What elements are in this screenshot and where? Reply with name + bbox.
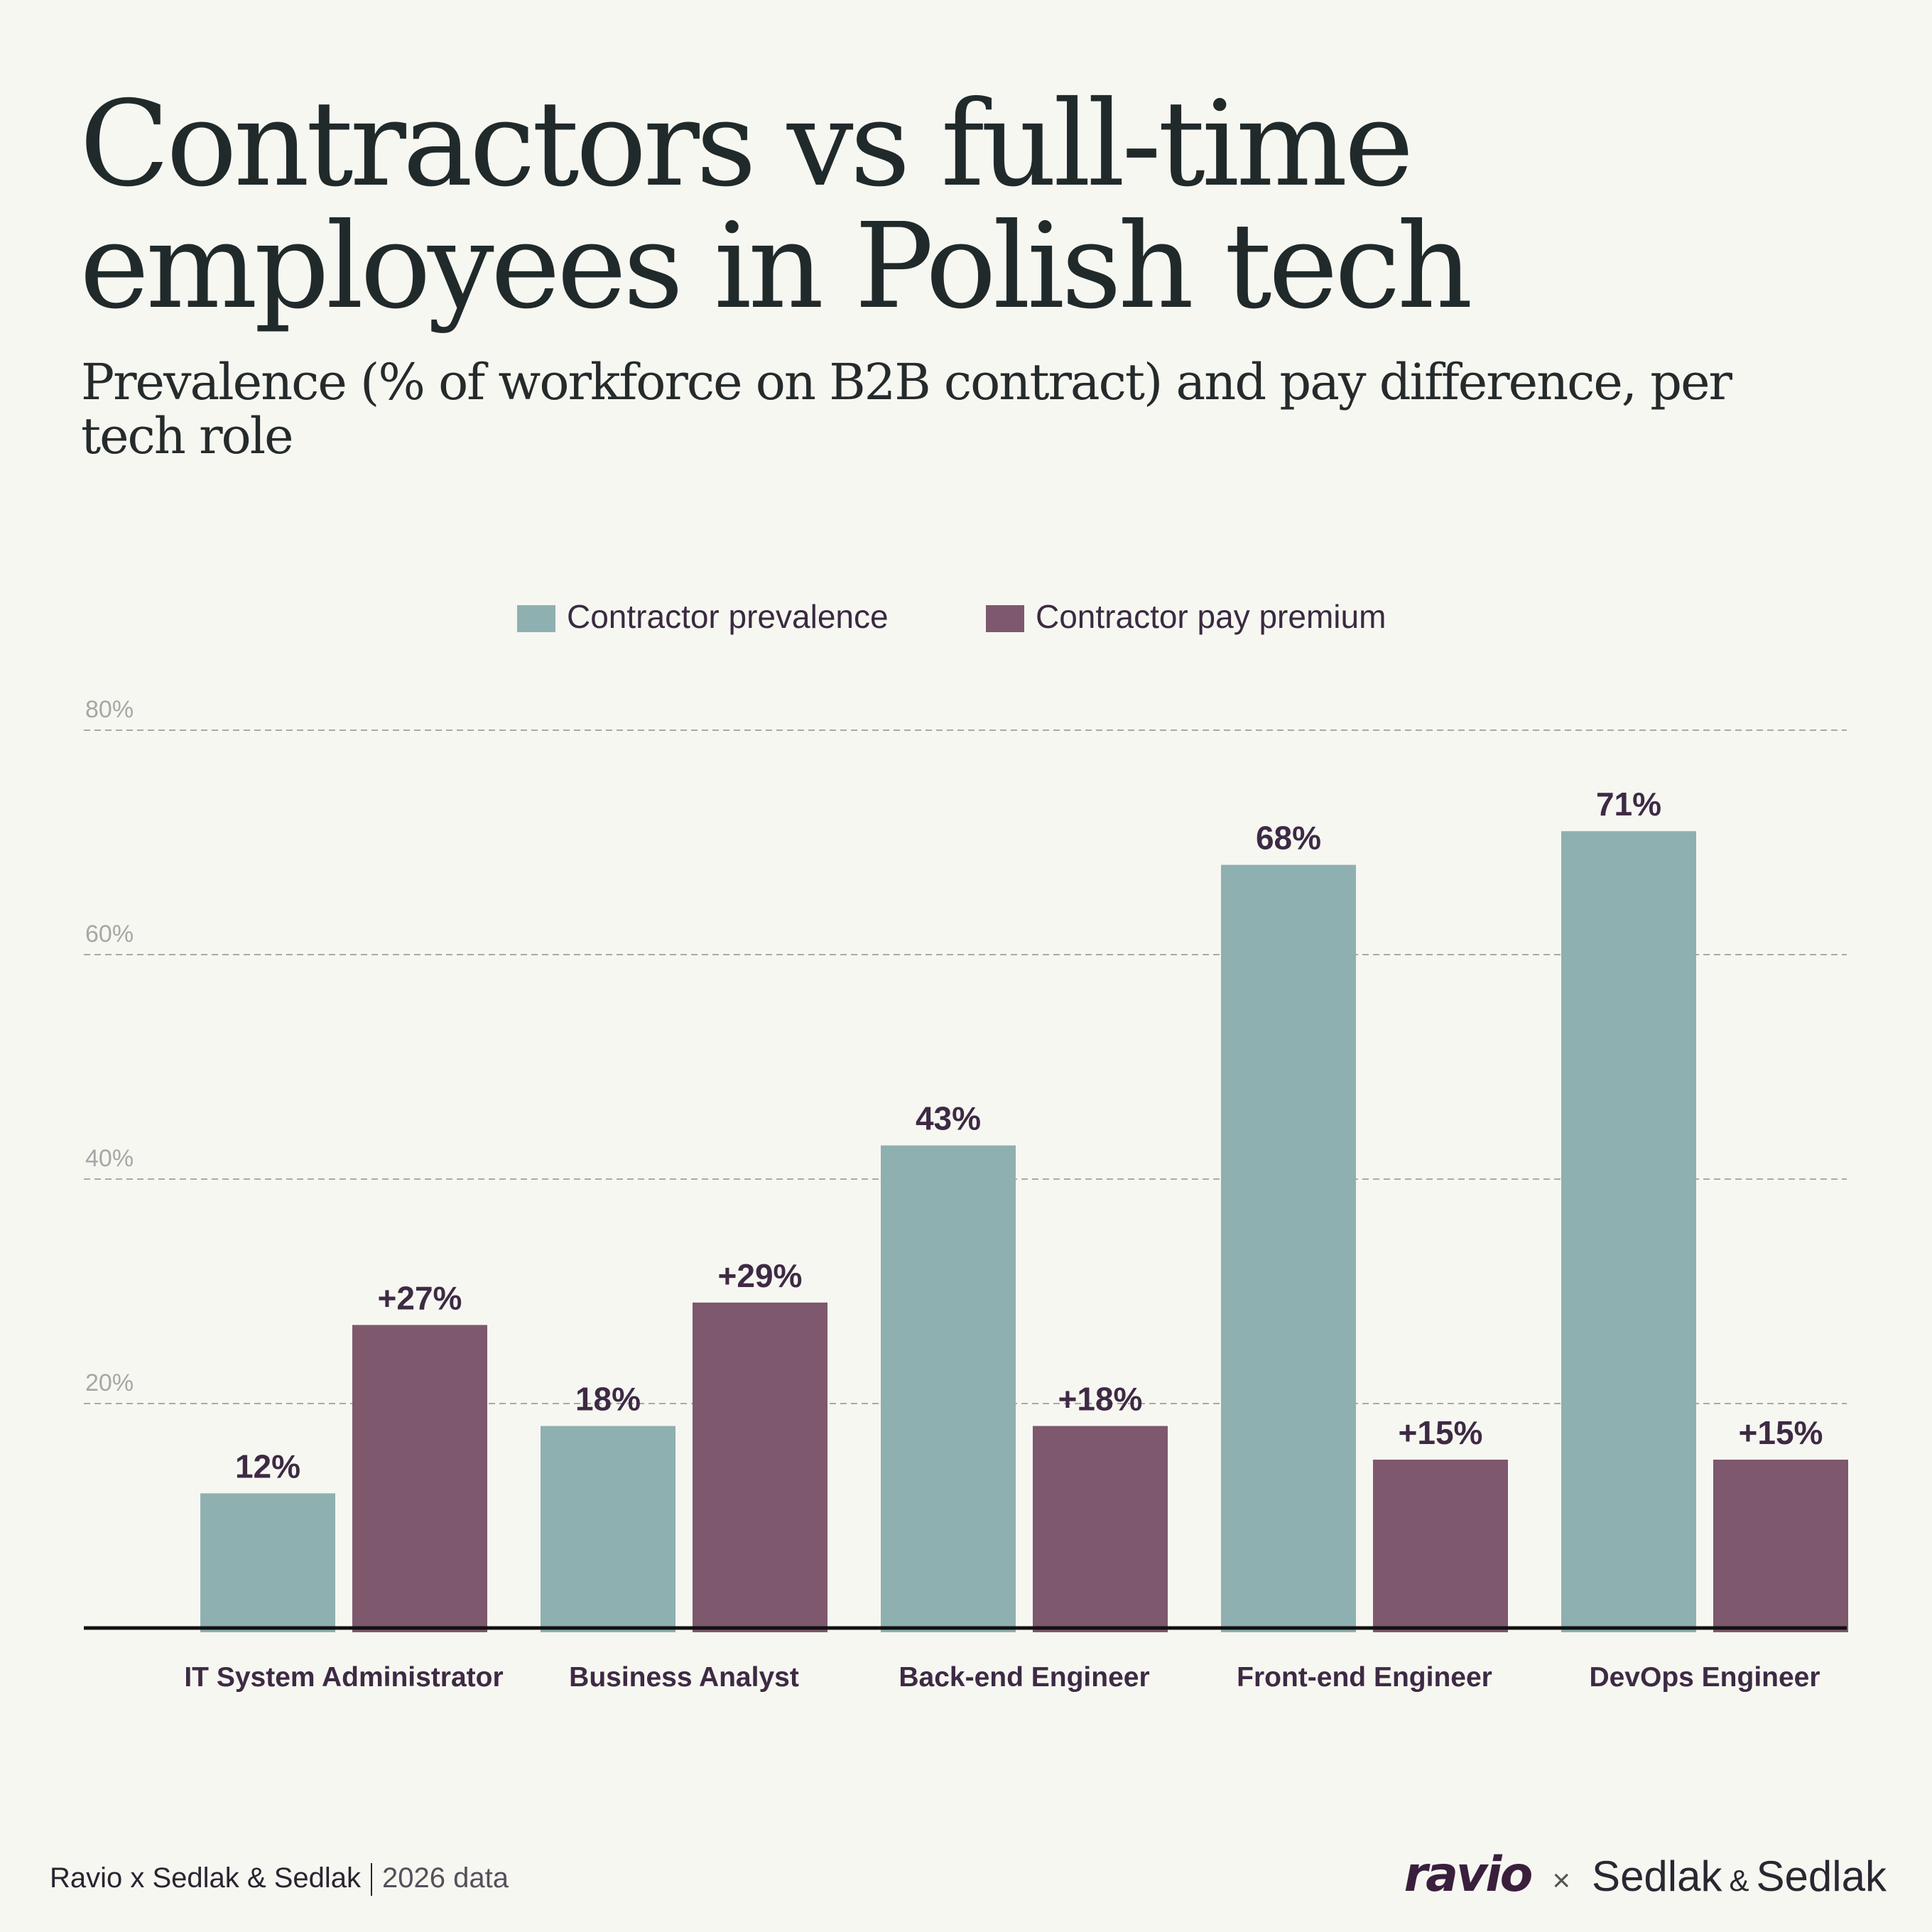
bar-value-label: +27% (378, 1279, 462, 1316)
x-category-label: Back-end Engineer (899, 1662, 1149, 1693)
bar-value-label: +18% (1058, 1381, 1143, 1418)
bar (1373, 1460, 1508, 1632)
legend-swatch (517, 605, 555, 632)
footer-divider (371, 1863, 373, 1896)
bar-value-label: 68% (1256, 820, 1321, 857)
chart-subtitle: Prevalence (% of workforce on B2B contra… (81, 353, 1732, 465)
bar (1713, 1460, 1848, 1632)
chart-title: Contractors vs full-time employees in Po… (80, 76, 1473, 335)
sedlak-logo-word-1: Sedlak (1592, 1852, 1722, 1900)
x-category-label: IT System Administrator (184, 1662, 503, 1693)
y-tick-label: 40% (85, 1145, 134, 1172)
y-tick-label: 20% (85, 1369, 134, 1396)
bar (352, 1325, 487, 1632)
footer-logos: ravio × Sedlak & Sedlak (1404, 1847, 1887, 1903)
footer-source: Ravio x Sedlak & Sedlak 2026 data (50, 1862, 509, 1896)
bar (693, 1302, 827, 1632)
bar-value-label: 71% (1596, 786, 1661, 823)
footer-year: 2026 data (382, 1862, 509, 1894)
bar-value-label: 43% (916, 1100, 981, 1137)
footer-source-text: Ravio x Sedlak & Sedlak (50, 1862, 362, 1894)
bar-value-label: +15% (1399, 1414, 1483, 1451)
bar-value-label: 12% (235, 1448, 300, 1485)
bar (541, 1426, 675, 1632)
bar (1561, 831, 1696, 1632)
bar (881, 1145, 1016, 1632)
legend-label: Contractor prevalence (567, 598, 889, 635)
bar-value-label: +15% (1739, 1414, 1823, 1451)
legend-label: Contractor pay premium (1036, 598, 1386, 635)
logo-separator: × (1552, 1863, 1571, 1898)
y-tick-label: 80% (85, 696, 134, 723)
sedlak-logo-word-2: Sedlak (1756, 1852, 1887, 1900)
bar (1033, 1426, 1168, 1632)
bar-value-label: 18% (575, 1381, 641, 1418)
bar (200, 1493, 335, 1632)
x-category-label: Front-end Engineer (1237, 1662, 1492, 1693)
bar-value-label: +29% (718, 1257, 803, 1294)
x-category-label: Business Analyst (569, 1662, 799, 1693)
sedlak-logo: Sedlak & Sedlak (1592, 1852, 1887, 1901)
x-category-label: DevOps Engineer (1589, 1662, 1820, 1693)
bar (1221, 864, 1356, 1632)
sedlak-logo-amp: & (1729, 1864, 1749, 1897)
y-tick-label: 60% (85, 921, 134, 948)
legend-swatch (986, 605, 1024, 632)
ravio-logo: ravio (1404, 1847, 1534, 1903)
